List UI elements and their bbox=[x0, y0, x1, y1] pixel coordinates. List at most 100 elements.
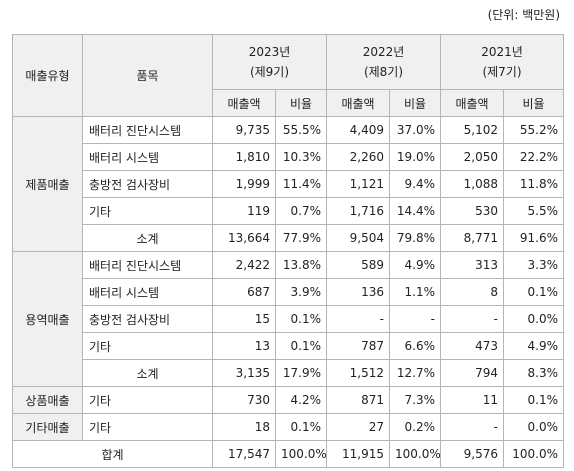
ratio-cell: 13.8% bbox=[275, 251, 327, 279]
ratio-cell: 100.0% bbox=[389, 440, 441, 468]
category-cell: 제품매출 bbox=[12, 116, 83, 252]
sales-cell: 9,735 bbox=[212, 116, 276, 144]
item-cell: 배터리 진단시스템 bbox=[82, 116, 213, 144]
sales-cell: 687 bbox=[212, 278, 276, 306]
ratio-cell: 5.5% bbox=[503, 197, 564, 225]
sales-cell: 119 bbox=[212, 197, 276, 225]
ratio-cell: 9.4% bbox=[389, 170, 441, 198]
ratio-cell: 91.6% bbox=[503, 224, 564, 252]
sales-cell: 794 bbox=[440, 359, 504, 387]
sales-cell: 11,915 bbox=[326, 440, 390, 468]
item-cell: 배터리 진단시스템 bbox=[82, 251, 213, 279]
ratio-cell: 79.8% bbox=[389, 224, 441, 252]
subtotal-label: 소계 bbox=[82, 359, 213, 387]
sales-cell: - bbox=[440, 305, 504, 333]
ratio-cell: 22.2% bbox=[503, 143, 564, 171]
ratio-cell: 0.1% bbox=[275, 305, 327, 333]
ratio-cell: 10.3% bbox=[275, 143, 327, 171]
ratio-cell: 4.9% bbox=[389, 251, 441, 279]
ratio-cell: 55.5% bbox=[275, 116, 327, 144]
header-year-2021: 2021년 (제7기) bbox=[440, 34, 564, 90]
header-sales: 매출액 bbox=[212, 89, 276, 117]
sales-cell: 473 bbox=[440, 332, 504, 360]
ratio-cell: 8.3% bbox=[503, 359, 564, 387]
sales-cell: 13,664 bbox=[212, 224, 276, 252]
item-cell: 충방전 검사장비 bbox=[82, 170, 213, 198]
sales-cell: 313 bbox=[440, 251, 504, 279]
ratio-cell: 0.1% bbox=[275, 413, 327, 441]
ratio-cell: 11.4% bbox=[275, 170, 327, 198]
sales-cell: 1,810 bbox=[212, 143, 276, 171]
table-row: 충방전 검사장비 1,999 11.4% 1,121 9.4% 1,088 11.8% bbox=[13, 170, 564, 198]
table-row: 배터리 시스템 1,810 10.3% 2,260 19.0% 2,050 22.2% bbox=[13, 143, 564, 171]
category-cell: 용역매출 bbox=[12, 251, 83, 387]
ratio-cell: 100.0% bbox=[503, 440, 564, 468]
sales-cell: 1,999 bbox=[212, 170, 276, 198]
ratio-cell: 6.6% bbox=[389, 332, 441, 360]
ratio-cell: 0.1% bbox=[275, 332, 327, 360]
sales-cell: 9,576 bbox=[440, 440, 504, 468]
header-ratio: 비율 bbox=[503, 89, 564, 117]
sales-cell: 787 bbox=[326, 332, 390, 360]
sales-cell: 13 bbox=[212, 332, 276, 360]
ratio-cell: 4.9% bbox=[503, 332, 564, 360]
ratio-cell: 0.7% bbox=[275, 197, 327, 225]
ratio-cell: 3.9% bbox=[275, 278, 327, 306]
header-row-metrics: 매출액 비율 매출액 비율 매출액 비율 bbox=[13, 89, 564, 117]
sales-cell: 730 bbox=[212, 386, 276, 414]
header-row-years: 매출유형 품목 2023년 (제9기) 2022년 (제8기) 2021년 (제… bbox=[12, 34, 564, 117]
header-sales: 매출액 bbox=[326, 89, 390, 117]
sales-cell: 27 bbox=[326, 413, 390, 441]
sales-cell: 2,050 bbox=[440, 143, 504, 171]
sales-cell: 2,422 bbox=[212, 251, 276, 279]
item-cell: 기타 bbox=[82, 197, 213, 225]
sales-cell: 11 bbox=[440, 386, 504, 414]
ratio-cell: 19.0% bbox=[389, 143, 441, 171]
table-row: 기타매출 기타 18 0.1% 27 0.2% -0.0% bbox=[12, 413, 564, 441]
sales-cell: 8,771 bbox=[440, 224, 504, 252]
header-year-2022: 2022년 (제8기) bbox=[326, 34, 441, 90]
table-row: 배터리 시스템 687 3.9% 136 1.1% 8 0.1% bbox=[13, 278, 564, 306]
ratio-cell: 100.0% bbox=[275, 440, 327, 468]
sales-cell: - bbox=[326, 305, 390, 333]
item-cell: 배터리 시스템 bbox=[82, 143, 213, 171]
total-label: 합계 bbox=[12, 440, 213, 468]
ratio-cell: 0.1% bbox=[503, 386, 564, 414]
sales-cell: 8 bbox=[440, 278, 504, 306]
ratio-cell: 11.8% bbox=[503, 170, 564, 198]
ratio-cell: 0.2% bbox=[389, 413, 441, 441]
table-row: 기타 119 0.7% 1,716 14.4% 530 5.5% bbox=[13, 197, 564, 225]
table-row: 제품매출 배터리 진단시스템 9,735 55.5% 4,409 37.0% 5,102 55… bbox=[12, 116, 564, 252]
table-row: 용역매출 배터리 진단시스템 2,422 13.8% 589 4.9% 313 3.3% bbox=[12, 251, 564, 387]
sales-cell: 1,088 bbox=[440, 170, 504, 198]
ratio-cell: - bbox=[389, 305, 441, 333]
subtotal-label: 소계 bbox=[82, 224, 213, 252]
sales-cell: 1,512 bbox=[326, 359, 390, 387]
category-cell: 상품매출 bbox=[12, 386, 83, 414]
sales-cell: 18 bbox=[212, 413, 276, 441]
sales-cell: 5,102 bbox=[440, 116, 504, 144]
ratio-cell: 0.0% bbox=[503, 413, 564, 441]
header-item: 품목 bbox=[82, 34, 213, 117]
sales-cell: 136 bbox=[326, 278, 390, 306]
sales-cell: 15 bbox=[212, 305, 276, 333]
item-cell: 기타 bbox=[82, 386, 213, 414]
sales-cell: 1,716 bbox=[326, 197, 390, 225]
item-cell: 충방전 검사장비 bbox=[82, 305, 213, 333]
sales-cell: 3,135 bbox=[212, 359, 276, 387]
ratio-cell: 17.9% bbox=[275, 359, 327, 387]
item-cell: 배터리 시스템 bbox=[82, 278, 213, 306]
header-ratio: 비율 bbox=[275, 89, 327, 117]
sales-cell: 1,121 bbox=[326, 170, 390, 198]
item-cell: 기타 bbox=[82, 332, 213, 360]
header-year-2023: 2023년 (제9기) bbox=[212, 34, 327, 90]
sales-cell: 530 bbox=[440, 197, 504, 225]
ratio-cell: 3.3% bbox=[503, 251, 564, 279]
ratio-cell: 14.4% bbox=[389, 197, 441, 225]
item-cell: 기타 bbox=[82, 413, 213, 441]
sales-cell: 589 bbox=[326, 251, 390, 279]
ratio-cell: 0.0% bbox=[503, 305, 564, 333]
ratio-cell: 0.1% bbox=[503, 278, 564, 306]
ratio-cell: 12.7% bbox=[389, 359, 441, 387]
table-row: 기타 13 0.1% 787 6.6% 473 4.9% bbox=[13, 332, 564, 360]
